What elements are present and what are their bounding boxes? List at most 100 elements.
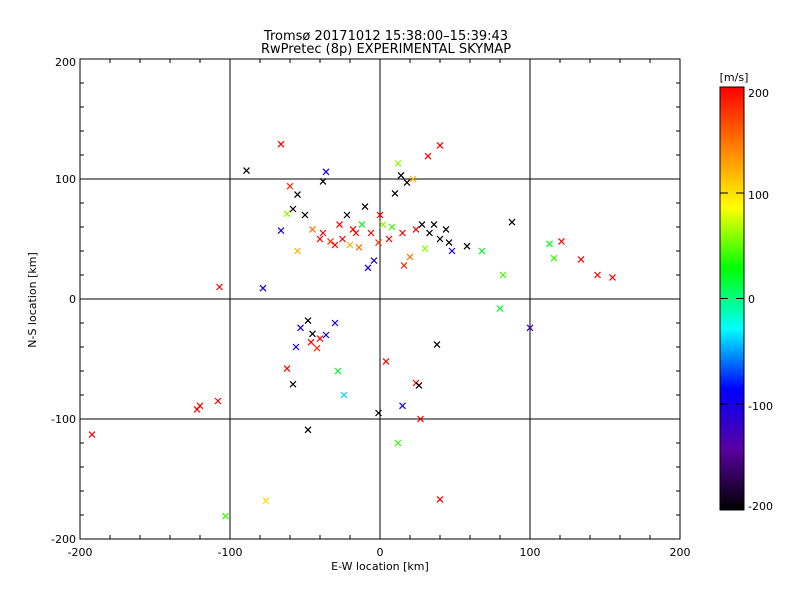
data-point-cross	[388, 223, 396, 231]
colorbar-unit-label: [m/s]	[720, 71, 749, 84]
data-point-cross	[364, 264, 372, 272]
data-point-cross	[417, 415, 424, 423]
data-point-cross	[418, 221, 426, 229]
cross-stroke	[364, 264, 372, 272]
cross-stroke	[316, 335, 324, 343]
cross-stroke	[400, 261, 408, 269]
cross-stroke	[294, 247, 301, 255]
cross-stroke	[426, 229, 433, 237]
data-point-cross	[448, 247, 456, 255]
data-point-cross	[399, 229, 406, 237]
cross-stroke	[358, 221, 366, 229]
cross-stroke	[594, 271, 601, 279]
cross-stroke	[508, 218, 516, 226]
data-point-cross	[322, 331, 330, 339]
data-point-cross	[609, 273, 616, 281]
cross-stroke	[448, 247, 456, 255]
colorbar-tick-label: 200	[748, 87, 769, 100]
data-point-cross	[289, 205, 297, 213]
data-point-cross	[424, 152, 432, 160]
x-tick-label: -200	[68, 546, 93, 559]
data-point-cross	[319, 229, 327, 237]
y-tick-label: -200	[51, 533, 76, 546]
colorbar-tick-label: 0	[748, 293, 755, 306]
cross-stroke	[346, 241, 354, 249]
cross-stroke	[546, 240, 553, 248]
grid-lines	[80, 59, 680, 539]
data-point-cross	[478, 247, 486, 255]
data-point-cross	[334, 367, 342, 375]
data-point-cross	[412, 225, 420, 233]
data-point-cross	[214, 397, 222, 405]
data-point-cross	[297, 324, 304, 332]
data-point-cross	[304, 317, 312, 325]
cross-stroke	[243, 167, 250, 175]
data-point-cross	[346, 241, 354, 249]
cross-stroke	[417, 415, 424, 423]
cross-stroke	[331, 319, 339, 327]
cross-stroke	[376, 211, 384, 219]
cross-stroke	[415, 381, 423, 389]
data-point-cross	[397, 171, 405, 179]
y-axis-label: N-S location [km]	[26, 252, 39, 348]
data-point-cross	[289, 380, 297, 388]
data-point-cross	[327, 237, 334, 245]
cross-stroke	[412, 225, 420, 233]
data-point-cross	[403, 179, 411, 187]
cross-stroke	[319, 229, 327, 237]
data-point-cross	[340, 391, 348, 399]
cross-stroke	[322, 331, 330, 339]
cross-stroke	[436, 141, 444, 149]
data-point-cross	[433, 341, 441, 349]
chart-subtitle: RwPretec (8p) EXPERIMENTAL SKYMAP	[261, 42, 511, 57]
data-point-cross	[526, 324, 534, 332]
data-point-cross	[309, 330, 316, 338]
cross-stroke	[301, 211, 309, 219]
y-tick-label: 100	[55, 173, 76, 186]
data-point-cross	[394, 159, 402, 167]
colorbar-tick-label: -100	[748, 400, 773, 413]
data-point-cross	[304, 426, 312, 434]
cross-stroke	[309, 330, 316, 338]
data-point-cross	[331, 241, 339, 249]
data-point-cross	[361, 203, 369, 211]
data-point-cross	[355, 243, 363, 251]
data-point-cross	[262, 497, 270, 505]
data-point-cross	[283, 210, 291, 218]
data-point-cross	[546, 240, 553, 248]
cross-stroke	[399, 402, 406, 410]
data-point-cross	[558, 237, 565, 245]
cross-stroke	[375, 409, 382, 417]
cross-stroke	[334, 367, 342, 375]
cross-stroke	[430, 221, 438, 229]
cross-stroke	[331, 241, 339, 249]
y-tick-label: 200	[55, 56, 76, 69]
data-point-cross	[550, 254, 558, 262]
cross-stroke	[609, 273, 616, 281]
cross-stroke	[286, 182, 294, 190]
data-point-cross	[442, 225, 450, 233]
data-point-cross	[331, 319, 339, 327]
data-point-cross	[421, 245, 429, 253]
x-axis-label: E-W location [km]	[331, 560, 429, 573]
cross-stroke	[409, 175, 417, 183]
data-point-cross	[382, 357, 390, 365]
data-point-cross	[463, 242, 471, 250]
data-point-cross	[307, 338, 315, 346]
data-point-cross	[316, 335, 324, 343]
data-point-cross	[406, 253, 414, 261]
cross-stroke	[340, 391, 348, 399]
data-point-cross	[375, 409, 382, 417]
data-point-cross	[316, 235, 324, 243]
cross-stroke	[283, 210, 291, 218]
cross-stroke	[558, 237, 565, 245]
cross-stroke	[277, 140, 285, 148]
data-point-cross	[375, 239, 382, 247]
cross-stroke	[88, 431, 96, 439]
cross-stroke	[496, 305, 504, 313]
data-point-cross	[577, 255, 585, 263]
data-point-cross	[319, 177, 327, 185]
data-point-cross	[430, 221, 438, 229]
cross-stroke	[309, 225, 316, 233]
cross-stroke	[216, 283, 223, 291]
